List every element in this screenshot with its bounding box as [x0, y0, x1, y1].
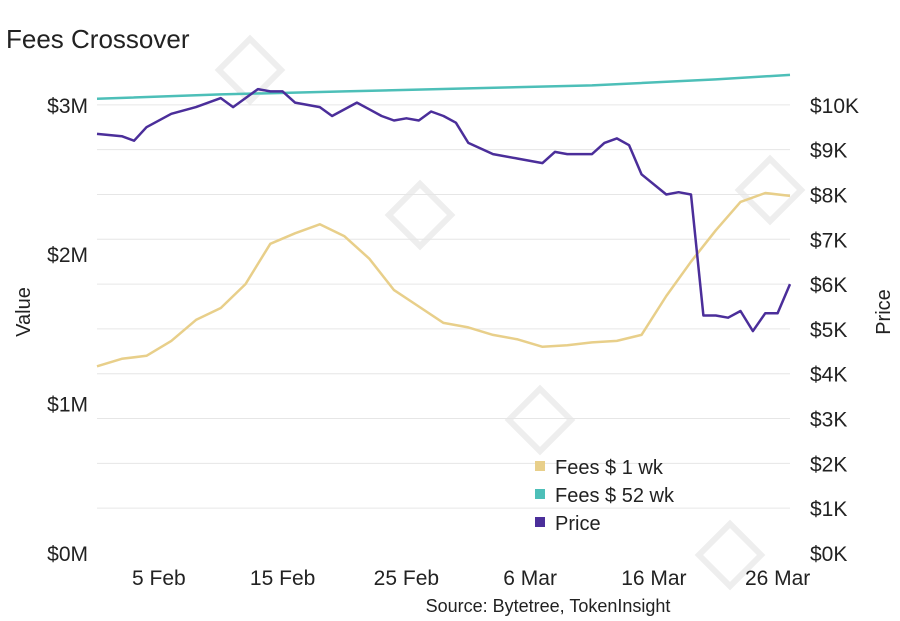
series-line-fees-1-wk — [96, 191, 791, 368]
legend-label: Fees $ 1 wk — [555, 457, 664, 479]
y-right-axis-label: Price — [873, 289, 895, 335]
grid — [97, 104, 790, 509]
y-right-tick-label: $5K — [810, 319, 847, 342]
x-tick-label: 15 Feb — [250, 567, 315, 590]
axes: $0M $1M $2M $3M $0K $1K $2K $3K $4K $5K $6K $7K $8K $… — [47, 95, 859, 590]
y-left-tick-label: $1M — [47, 394, 88, 417]
y-right-tick-label: $1K — [810, 498, 847, 521]
legend: Fees $ 1 wk Fees $ 52 wk Price — [535, 457, 675, 535]
y-right-tick-label: $0K — [810, 543, 847, 566]
y-right-tick-label: $9K — [810, 140, 847, 163]
series-line-fees-52-wk — [96, 73, 791, 101]
y-right-tick-label: $8K — [810, 184, 847, 207]
x-tick-label: 25 Feb — [374, 567, 439, 590]
y-right-tick-label: $10K — [810, 95, 859, 118]
series-layer — [96, 73, 792, 368]
y-left-tick-label: $0M — [47, 543, 88, 566]
y-right-tick-label: $4K — [810, 364, 847, 387]
source-note: Source: Bytetree, TokenInsight — [426, 596, 671, 616]
y-left-tick-label: $3M — [47, 95, 88, 118]
x-tick-label: 5 Feb — [132, 567, 186, 590]
chart-title: Fees Crossover — [6, 24, 190, 54]
series-line-price — [96, 87, 792, 333]
legend-label: Fees $ 52 wk — [555, 485, 675, 507]
watermark-logo-icon — [734, 154, 806, 226]
legend-label: Price — [555, 513, 601, 535]
watermark-logo-icon — [384, 179, 456, 251]
y-right-tick-label: $3K — [810, 409, 847, 432]
watermark — [214, 34, 806, 591]
x-tick-label: 26 Mar — [745, 567, 810, 590]
y-right-tick-label: $7K — [810, 229, 847, 252]
x-tick-label: 16 Mar — [621, 567, 686, 590]
y-left-tick-label: $2M — [47, 244, 88, 267]
legend-swatch — [535, 461, 545, 471]
watermark-logo-icon — [214, 34, 286, 106]
watermark-logo-icon — [694, 519, 766, 591]
legend-swatch — [535, 489, 545, 499]
x-tick-label: 6 Mar — [503, 567, 557, 590]
y-left-axis-label: Value — [13, 287, 35, 337]
legend-swatch — [535, 517, 545, 527]
watermark-logo-icon — [504, 384, 576, 456]
y-right-tick-label: $2K — [810, 453, 847, 476]
y-right-tick-label: $6K — [810, 274, 847, 297]
